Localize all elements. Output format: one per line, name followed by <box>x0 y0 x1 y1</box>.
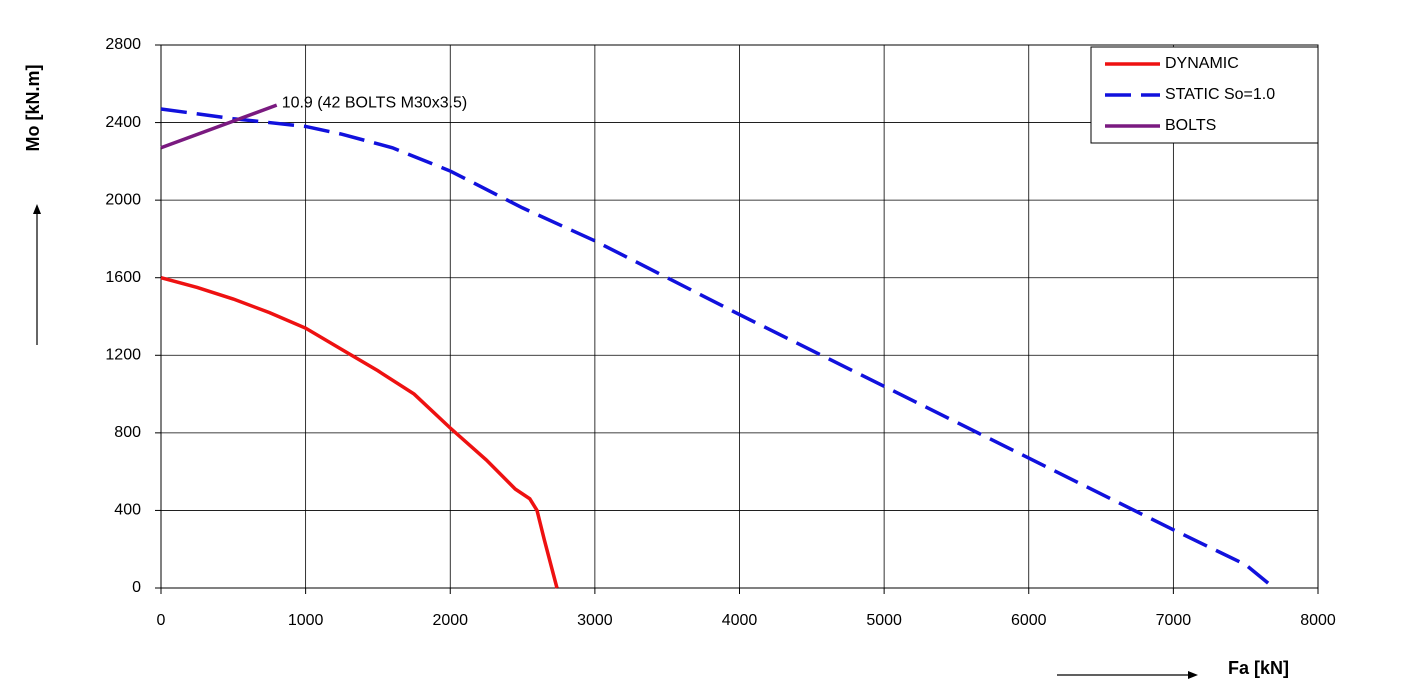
annotation: 10.9 (42 BOLTS M30x3.5) <box>282 94 468 111</box>
x-tick-label: 1000 <box>288 612 324 629</box>
x-axis-label: Fa [kN] <box>1228 658 1289 678</box>
legend-label: STATIC So=1.0 <box>1165 86 1275 103</box>
x-tick-label: 6000 <box>1011 612 1047 629</box>
y-tick-label: 2000 <box>105 191 141 208</box>
y-tick-label: 800 <box>114 424 141 441</box>
y-tick-label: 1600 <box>105 269 141 286</box>
legend-label: DYNAMIC <box>1165 55 1239 72</box>
y-tick-label: 400 <box>114 502 141 519</box>
x-tick-label: 8000 <box>1300 612 1336 629</box>
data-line <box>160 103 278 150</box>
y-tick-label: 1200 <box>105 347 141 364</box>
x-tick-label: 4000 <box>722 612 758 629</box>
x-tick-label: 7000 <box>1156 612 1192 629</box>
x-tick-label: 0 <box>157 612 166 629</box>
y-tick-label: 2800 <box>105 36 141 53</box>
x-tick-label: 2000 <box>432 612 468 629</box>
y-tick-label: 0 <box>132 579 141 596</box>
x-tick-label: 5000 <box>866 612 902 629</box>
y-arrow-head <box>33 204 41 214</box>
data-line <box>160 107 1273 588</box>
x-arrow-head <box>1188 671 1198 679</box>
y-tick-label: 2400 <box>105 114 141 131</box>
data-line <box>160 276 559 589</box>
legend-label: BOLTS <box>1165 117 1216 134</box>
x-tick-label: 3000 <box>577 612 613 629</box>
y-axis-label: Mo [kN.m] <box>23 65 43 152</box>
